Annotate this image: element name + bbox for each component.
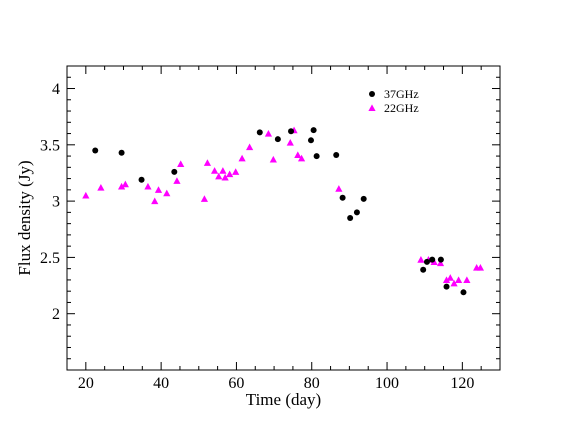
data-point-37GHz (429, 256, 436, 263)
data-point-37GHz (339, 194, 346, 201)
data-point-22GHz (210, 167, 219, 174)
data-point-37GHz (118, 149, 125, 156)
y-axis-label: Flux density (Jy) (15, 160, 34, 275)
data-point-37GHz (460, 289, 467, 296)
data-point-37GHz (171, 168, 178, 175)
data-point-22GHz (246, 143, 254, 151)
series-37GHz (92, 127, 467, 296)
data-point-22GHz (121, 180, 129, 188)
series-22GHz (82, 126, 485, 287)
x-tick-label: 40 (153, 375, 169, 392)
data-point-22GHz (226, 170, 234, 178)
data-point-22GHz (221, 173, 229, 181)
data-point-22GHz (269, 155, 277, 163)
data-point-22GHz (117, 182, 126, 190)
data-point-22GHz (417, 256, 425, 263)
data-point-22GHz (463, 276, 471, 283)
data-point-22GHz (200, 195, 209, 202)
data-point-22GHz (476, 263, 485, 271)
data-point-22GHz (177, 160, 185, 168)
data-point-37GHz (333, 151, 340, 158)
data-point-22GHz (286, 138, 294, 146)
data-point-22GHz (264, 129, 273, 137)
y-tick-label: 3 (52, 194, 60, 211)
data-point-37GHz (443, 283, 450, 290)
data-point-22GHz (144, 182, 152, 190)
data-point-22GHz (154, 186, 163, 193)
data-point-37GHz (92, 147, 99, 154)
data-point-22GHz (335, 185, 343, 192)
data-point-37GHz (347, 215, 354, 221)
data-point-22GHz (297, 154, 306, 162)
data-point-22GHz (173, 177, 181, 184)
data-point-37GHz (256, 129, 263, 136)
data-point-37GHz (138, 176, 145, 183)
data-point-22GHz (454, 276, 463, 283)
series-layer (82, 126, 485, 296)
x-tick-label: 100 (375, 375, 399, 392)
data-point-22GHz (446, 274, 454, 281)
data-point-22GHz (294, 151, 302, 159)
data-point-37GHz (307, 137, 314, 144)
data-point-22GHz (203, 159, 212, 166)
x-tick-label: 60 (228, 375, 244, 392)
plot-frame (66, 65, 501, 371)
major-ticks (67, 66, 500, 370)
x-tick-label: 20 (78, 375, 94, 392)
legend-marker-22GHz (368, 104, 376, 112)
data-point-22GHz (450, 279, 458, 287)
data-point-22GHz (151, 197, 159, 205)
legend-marker-37GHz (369, 91, 375, 97)
data-point-22GHz (219, 167, 227, 174)
data-point-37GHz (274, 136, 281, 143)
tick-labels: 20 40 60 80 100 120 2 2.5 3 3.5 4 (40, 81, 474, 392)
data-point-37GHz (360, 195, 367, 202)
data-point-22GHz (238, 154, 246, 162)
minor-ticks (66, 65, 501, 371)
y-tick-label: 2 (52, 306, 60, 323)
x-axis-label: Time (day) (246, 390, 321, 409)
y-tick-label: 2.5 (40, 250, 60, 267)
data-point-37GHz (353, 209, 360, 216)
data-point-37GHz (288, 128, 295, 135)
x-tick-label: 120 (450, 375, 474, 392)
data-point-22GHz (215, 172, 223, 180)
data-point-22GHz (163, 189, 171, 197)
data-point-37GHz (423, 258, 430, 265)
data-point-22GHz (232, 168, 240, 175)
data-point-22GHz (436, 259, 445, 267)
legend-label-37GHz: 37GHz (384, 87, 419, 101)
data-point-37GHz (437, 256, 444, 263)
x-tick-label: 80 (304, 375, 320, 392)
legend-label-22GHz: 22GHz (384, 101, 419, 115)
data-point-37GHz (310, 127, 317, 134)
data-point-37GHz (313, 153, 320, 160)
data-point-22GHz (442, 276, 451, 283)
y-tick-label: 4 (52, 81, 60, 98)
data-point-37GHz (420, 266, 427, 273)
y-tick-label: 3.5 (40, 137, 60, 154)
data-point-22GHz (97, 184, 105, 191)
data-point-22GHz (82, 191, 90, 199)
